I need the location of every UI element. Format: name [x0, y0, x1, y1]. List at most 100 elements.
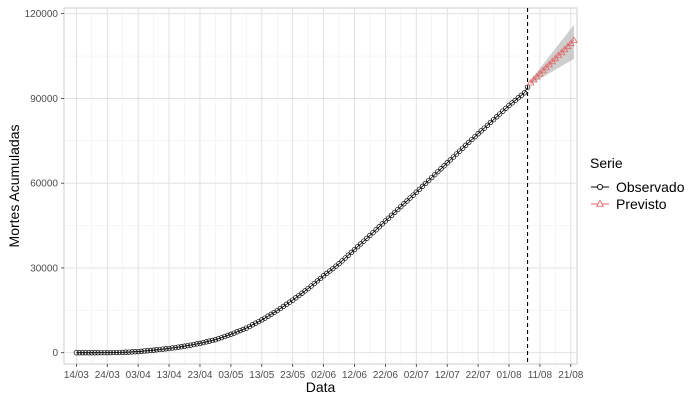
x-tick-label: 23/05 — [280, 370, 305, 381]
point-observado — [503, 105, 509, 111]
legend-label: Previsto — [616, 196, 667, 212]
point-observado — [172, 344, 178, 351]
x-tick-label: 22/06 — [373, 370, 398, 381]
point-observado — [144, 348, 151, 354]
point-observado — [82, 350, 89, 356]
point-observado — [432, 171, 438, 178]
point-observado — [404, 198, 410, 204]
point-observado — [194, 341, 200, 347]
point-observado — [116, 349, 123, 356]
series-marks — [73, 36, 578, 356]
legend-key-triangle — [595, 199, 605, 207]
point-previsto — [570, 36, 578, 44]
point-observado — [370, 229, 376, 236]
point-observado — [407, 195, 413, 201]
point-observado — [225, 332, 231, 339]
legend-label: Observado — [616, 179, 685, 195]
point-observado — [345, 252, 351, 258]
point-observado — [472, 133, 478, 140]
point-observado — [500, 108, 506, 114]
x-tick-label: 14/03 — [64, 370, 89, 381]
point-observado — [373, 227, 379, 233]
point-observado — [126, 349, 132, 355]
point-observado — [101, 349, 107, 356]
point-observado — [259, 317, 265, 323]
point-observado — [438, 166, 444, 172]
point-observado — [147, 347, 154, 354]
point-observado — [212, 337, 219, 343]
point-observado — [497, 111, 503, 117]
point-observado — [243, 325, 249, 331]
point-observado — [429, 174, 435, 181]
x-tick-label: 12/06 — [342, 370, 367, 381]
point-observado — [441, 163, 447, 169]
point-observado — [494, 114, 500, 120]
point-observado — [203, 339, 209, 345]
point-observado — [141, 348, 147, 354]
point-observado — [506, 102, 512, 109]
point-observado — [426, 177, 432, 184]
point-observado — [466, 139, 472, 146]
point-observado — [413, 189, 419, 195]
point-observado — [135, 348, 141, 355]
point-observado — [107, 349, 114, 356]
grid-lines — [64, 8, 577, 364]
y-tick-label: 120000 — [25, 9, 59, 20]
x-tick-label: 21/08 — [558, 370, 583, 381]
point-observado — [354, 244, 361, 250]
point-observado — [339, 258, 345, 264]
point-observado — [184, 342, 191, 349]
point-observado — [478, 128, 484, 134]
point-observado — [342, 255, 348, 261]
point-observado — [154, 347, 160, 353]
point-observado — [422, 180, 429, 187]
point-observado — [222, 333, 228, 340]
point-observado — [160, 346, 166, 352]
y-tick-label: 90000 — [30, 94, 58, 105]
x-tick-label: 03/04 — [126, 370, 151, 381]
point-observado — [175, 344, 181, 350]
x-tick-label: 01/08 — [496, 370, 521, 381]
point-observado — [79, 350, 86, 356]
y-tick-label: 60000 — [30, 179, 58, 190]
point-observado — [181, 343, 188, 349]
point-observado — [89, 350, 95, 356]
point-observado — [73, 350, 80, 356]
point-observado — [113, 349, 120, 356]
point-observado — [358, 241, 364, 247]
point-observado — [197, 340, 203, 347]
x-tick-label: 24/03 — [95, 370, 120, 381]
point-observado — [512, 97, 518, 104]
point-observado — [447, 157, 453, 163]
point-observado — [435, 168, 441, 175]
point-observado — [191, 341, 197, 348]
point-observado — [166, 345, 172, 352]
point-observado — [351, 246, 358, 253]
x-tick-label: 13/04 — [157, 370, 182, 381]
point-observado — [410, 192, 416, 198]
point-observado — [416, 186, 423, 192]
point-observado — [234, 329, 240, 335]
x-tick-label: 02/06 — [311, 370, 336, 381]
point-observado — [95, 350, 101, 356]
x-tick-label: 13/05 — [249, 370, 274, 381]
point-observado — [317, 275, 324, 282]
y-axis-title: Mortes Acumuladas — [6, 125, 22, 248]
point-observado — [138, 348, 144, 354]
point-observado — [361, 238, 367, 244]
point-observado — [268, 311, 274, 317]
x-tick-label: 12/07 — [435, 370, 460, 381]
point-observado — [419, 183, 426, 189]
x-axis-title: Data — [306, 379, 336, 395]
point-observado — [481, 125, 487, 131]
point-observado — [382, 218, 389, 224]
point-observado — [469, 136, 475, 143]
plot-background — [63, 7, 578, 365]
point-observado — [200, 339, 206, 346]
point-observado — [206, 338, 212, 344]
x-tick-label: 11/08 — [528, 370, 553, 381]
point-observado — [132, 349, 138, 355]
point-observado — [123, 349, 129, 355]
